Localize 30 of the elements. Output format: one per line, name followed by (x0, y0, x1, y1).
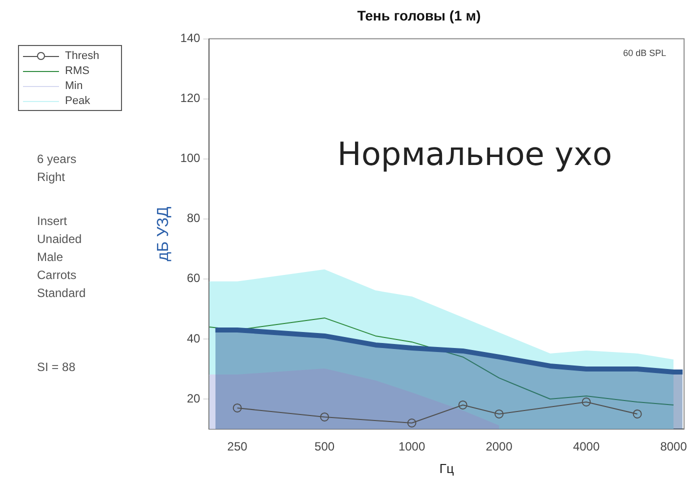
y-tick-label: 140 (180, 31, 201, 46)
chart-title: Тень головы (1 м) (357, 7, 481, 24)
y-tick-label: 100 (180, 151, 201, 166)
text: Right (37, 169, 66, 186)
y-tick-label: 80 (186, 211, 201, 226)
text: Standard (37, 285, 86, 302)
x-tick-label: 250 (227, 440, 248, 454)
text: Carrots (37, 267, 78, 284)
text: SI = 88 (37, 359, 76, 376)
x-tick-label: 2000 (486, 440, 513, 454)
x-tick-label: 1000 (398, 440, 426, 454)
y-tick-label: 20 (186, 391, 201, 406)
text: 6 years (37, 151, 78, 168)
x-tick-label: 8000 (660, 440, 688, 454)
x-tick-label: 500 (314, 440, 335, 454)
y-axis-title: дБ УЗД (155, 206, 172, 262)
y-tick-label: 120 (180, 91, 201, 106)
y-tick-label: 40 (186, 331, 201, 346)
text: Unaided (37, 231, 83, 248)
legend-label: Peak (65, 94, 90, 106)
legend-label: Min (65, 80, 83, 92)
y-tick-label: 60 (186, 271, 201, 286)
text: Male (37, 249, 64, 266)
x-axis-title: Гц (439, 460, 454, 476)
legend-label: RMS (65, 64, 90, 76)
x-tick-label: 4000 (572, 440, 600, 454)
annotation: 60 dB SPL (623, 48, 666, 58)
text: Insert (37, 213, 68, 230)
legend-label: Thresh (65, 50, 100, 62)
annotation: Нормальное ухо (337, 135, 612, 174)
